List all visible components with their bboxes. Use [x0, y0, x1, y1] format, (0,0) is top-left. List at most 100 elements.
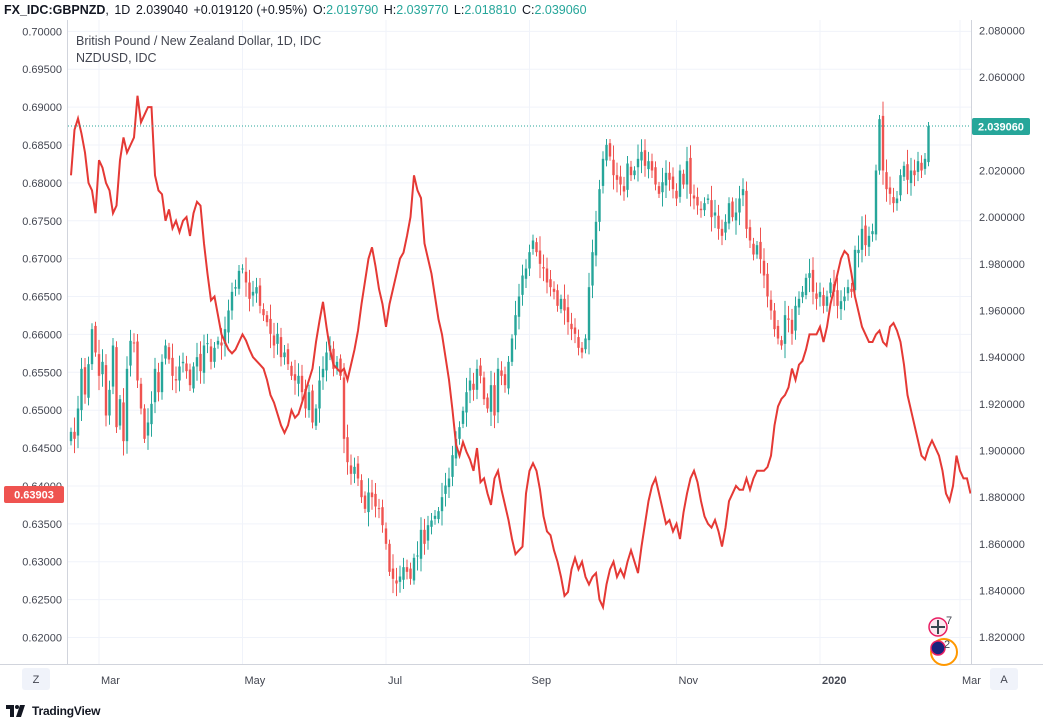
candle-body [573, 327, 577, 334]
candle-body [167, 347, 171, 360]
candle-body [507, 361, 510, 389]
candle-body [552, 288, 556, 292]
candle-body [381, 507, 384, 526]
candle-body [94, 325, 97, 353]
candle-body [906, 164, 909, 180]
tradingview-brand[interactable]: TradingView [32, 704, 101, 718]
candle-body [650, 161, 654, 171]
price-change: +0.019120 (+0.95%) [193, 3, 308, 17]
candle-body [146, 422, 150, 436]
candle-body [115, 347, 118, 428]
candle-body [619, 176, 622, 185]
candle-body [706, 198, 710, 200]
candle-body [713, 212, 717, 216]
left-price-axis[interactable]: 0.70000 0.69500 0.69000 0.68500 0.68000 0.675… [22, 26, 62, 644]
candle-body [416, 555, 419, 557]
candle-body [913, 170, 916, 176]
candle-body [888, 187, 892, 194]
left-tick-label: 0.62500 [22, 595, 62, 607]
event-marker-nzd[interactable]: 2 [930, 638, 958, 666]
candle-body [472, 383, 475, 390]
candle-body [843, 296, 846, 302]
time-axis[interactable]: Mar May Jul Sep Nov 2020 Mar [101, 675, 981, 687]
candle-body [682, 173, 685, 185]
interval[interactable]: 1D [114, 3, 131, 17]
close-label: C: [521, 3, 535, 17]
month-label: Nov [679, 675, 699, 687]
candle-body [839, 301, 843, 310]
candle-body [230, 291, 234, 311]
candle-body [437, 511, 440, 520]
symbol-name[interactable]: FX_IDC:GBPNZD [4, 3, 106, 17]
candle-body [335, 361, 339, 369]
candle-body [293, 374, 297, 381]
price-chart[interactable]: 0.70000 0.69500 0.69000 0.68500 0.68000 0.675… [0, 0, 1043, 700]
event-marker-gbp[interactable]: 7 [928, 615, 952, 637]
candle-body [881, 115, 885, 171]
candle-body [598, 189, 601, 222]
candle-body [640, 151, 643, 161]
auto-scale-button[interactable]: A [990, 668, 1018, 690]
candle-body [213, 347, 216, 362]
candle-body [787, 318, 790, 320]
candle-body [601, 158, 605, 186]
candle-body [195, 357, 199, 367]
candle-body [451, 455, 454, 477]
candle-body [171, 357, 174, 376]
candle-body [188, 369, 192, 386]
candle-body [626, 163, 629, 190]
candle-body [899, 175, 902, 196]
candle-body [745, 190, 748, 229]
tradingview-logo-icon[interactable] [6, 705, 26, 717]
candle-body [265, 315, 269, 323]
left-tick-label: 0.65500 [22, 367, 62, 379]
candle-body [164, 345, 167, 359]
candle-body [566, 307, 570, 323]
candle-body [633, 170, 636, 176]
candle-body [542, 267, 545, 269]
candle-body [815, 293, 818, 299]
left-scale-button[interactable]: Z [22, 668, 50, 690]
right-tick-label: 1.980000 [979, 259, 1025, 271]
candle-body [321, 368, 325, 378]
candle-body [157, 372, 160, 393]
candle-body [629, 166, 633, 176]
candle-body [584, 338, 587, 350]
candle-body [871, 231, 874, 235]
candle-body [524, 268, 528, 279]
candle-body [510, 338, 514, 362]
svg-text:Z: Z [33, 674, 40, 686]
candle-body [657, 186, 661, 194]
candle-body [433, 515, 437, 519]
candle-body [251, 291, 255, 296]
candle-body [206, 343, 209, 345]
candle-body [97, 354, 101, 376]
candle-body [440, 497, 444, 512]
right-tick-label: 1.960000 [979, 306, 1025, 318]
candle-body [181, 361, 185, 364]
candle-body [360, 480, 363, 498]
candle-body [678, 170, 682, 197]
candle-body [262, 309, 265, 316]
candle-body [643, 150, 647, 166]
low-value: 2.018810 [464, 3, 517, 17]
candle-body [664, 172, 668, 186]
right-price-axis[interactable]: 2.0800002.0600002.0400002.0200002.000000… [979, 26, 1025, 645]
candle-body [647, 161, 650, 170]
candle-body [346, 437, 349, 463]
candle-body [132, 342, 136, 344]
candle-body [531, 240, 535, 249]
candle-body [118, 399, 122, 426]
candle-body [570, 323, 573, 330]
candle-body [811, 269, 815, 292]
left-tick-label: 0.63500 [22, 519, 62, 531]
candle-body [671, 176, 675, 190]
candle-body [475, 368, 479, 390]
chart-header: FX_IDC:GBPNZD, 1D 2.039040 +0.019120 (+0… [0, 0, 1043, 20]
candle-body [90, 329, 94, 365]
month-label: Sep [532, 675, 552, 687]
candle-body [920, 162, 923, 171]
candle-body [783, 315, 787, 344]
candle-body [563, 298, 566, 311]
candle-body [699, 208, 703, 211]
